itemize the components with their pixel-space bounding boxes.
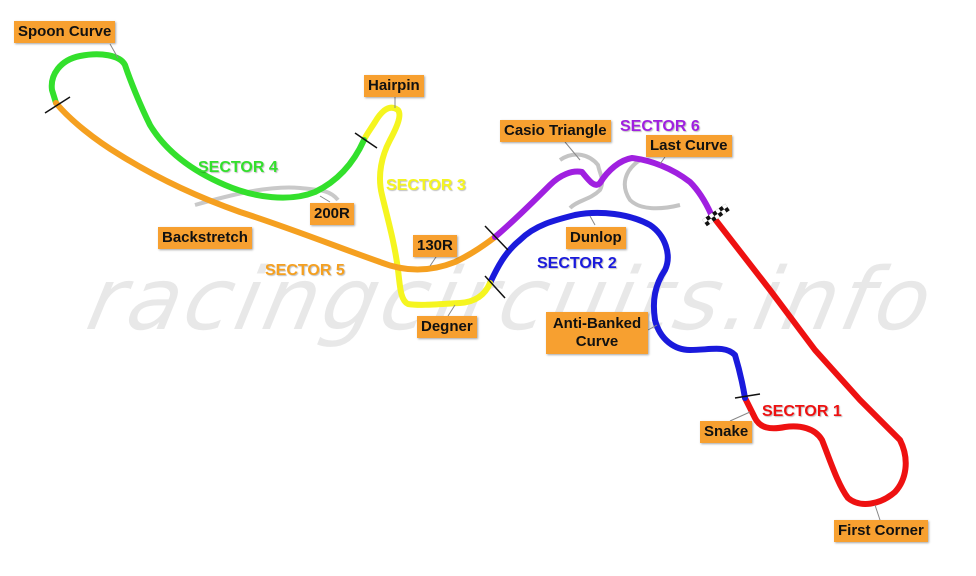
corner-label-first-corner: First Corner bbox=[834, 520, 928, 542]
leader-spoon bbox=[109, 43, 119, 59]
old-layout-200r bbox=[194, 185, 340, 207]
sector-label-2: SECTOR 2 bbox=[537, 255, 617, 272]
sector-boundary-4-5 bbox=[44, 96, 71, 114]
sector-3-track bbox=[361, 104, 493, 308]
sector-4-track bbox=[48, 51, 367, 201]
old-layout-last-curve bbox=[622, 158, 681, 211]
corner-label-spoon-curve: Spoon Curve bbox=[14, 21, 116, 43]
leader-dunlop bbox=[589, 215, 596, 226]
corner-label-casio-triangle: Casio Triangle bbox=[500, 120, 611, 142]
leader-first bbox=[874, 504, 881, 521]
corner-label-anti-banked-curve: Anti-Banked Curve bbox=[546, 312, 648, 354]
sector-label-5: SECTOR 5 bbox=[265, 262, 345, 279]
corner-label-last-curve: Last Curve bbox=[646, 135, 732, 157]
sector-label-3: SECTOR 3 bbox=[386, 177, 466, 194]
sector-label-1: SECTOR 1 bbox=[762, 403, 842, 420]
corner-label-hairpin: Hairpin bbox=[364, 75, 424, 97]
sector-2-track bbox=[487, 209, 748, 401]
leader-degner bbox=[447, 304, 456, 317]
sector-boundary-2-3 bbox=[484, 275, 506, 299]
old-layout-casio bbox=[558, 152, 605, 210]
leader-200r bbox=[319, 195, 331, 203]
leader-casio bbox=[564, 141, 581, 161]
leader-last bbox=[659, 156, 666, 165]
checkered-flag-icon bbox=[702, 203, 730, 227]
sector-label-6: SECTOR 6 bbox=[620, 118, 700, 135]
sector-6-track bbox=[492, 155, 714, 240]
corner-label-200r: 200R bbox=[310, 203, 354, 225]
corner-label-backstretch: Backstretch bbox=[158, 227, 252, 249]
leader-antibanked bbox=[647, 324, 658, 331]
corner-label-dunlop: Dunlop bbox=[566, 227, 626, 249]
sector-boundary-3-4 bbox=[354, 132, 378, 149]
sector-boundary-5-6 bbox=[484, 225, 509, 251]
leader-snake bbox=[729, 411, 751, 422]
corner-label-snake: Snake bbox=[700, 421, 753, 443]
sector-boundary-1-2 bbox=[734, 393, 761, 399]
sector-label-4: SECTOR 4 bbox=[198, 159, 278, 176]
corner-label-130r: 130R bbox=[413, 235, 457, 257]
sector-1-track bbox=[708, 211, 909, 507]
sector-5-track bbox=[53, 100, 498, 273]
corner-label-degner: Degner bbox=[417, 316, 477, 338]
